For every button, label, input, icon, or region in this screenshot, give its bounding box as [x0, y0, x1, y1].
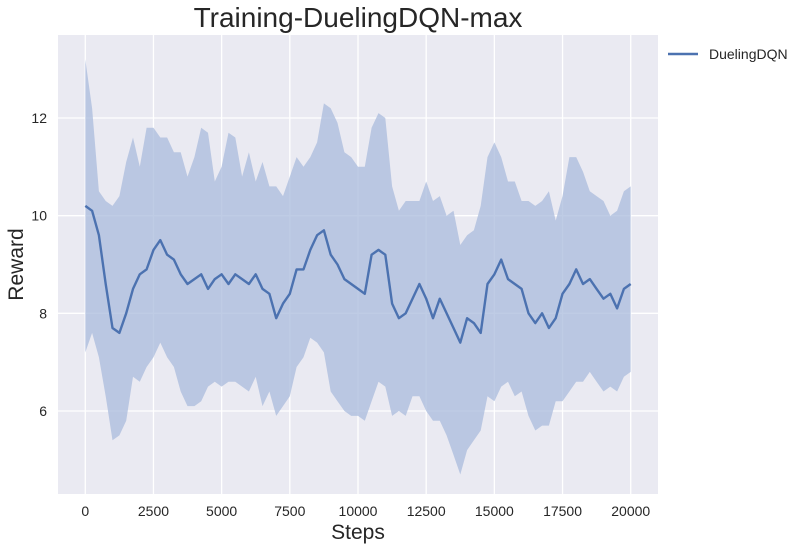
legend: DuelingDQN — [668, 46, 788, 62]
chart-title: Training-DuelingDQN-max — [194, 2, 523, 33]
x-tick-label: 7500 — [274, 503, 305, 519]
x-tick-label: 17500 — [543, 503, 582, 519]
confidence-band — [85, 59, 631, 475]
x-axis-title: Steps — [331, 521, 385, 544]
x-tick-label: 12500 — [407, 503, 446, 519]
tick-labels: 0 2500 5000 7500 10000 12500 15000 17500 20000 6 8… — [31, 110, 650, 519]
y-tick-label: 10 — [31, 208, 47, 224]
series-line-duelingdqn — [84, 204, 632, 344]
y-axis-title: Reward — [5, 228, 28, 300]
legend-label-duelingdqn: DuelingDQN — [709, 46, 788, 62]
x-tick-label: 20000 — [611, 503, 650, 519]
x-tick-label: 15000 — [475, 503, 514, 519]
y-tick-label: 12 — [31, 110, 47, 126]
x-tick-label: 5000 — [206, 503, 237, 519]
y-tick-label: 6 — [39, 403, 47, 419]
y-tick-label: 8 — [39, 305, 47, 321]
x-tick-label: 10000 — [339, 503, 378, 519]
x-tick-label: 2500 — [138, 503, 169, 519]
x-tick-label: 0 — [81, 503, 89, 519]
